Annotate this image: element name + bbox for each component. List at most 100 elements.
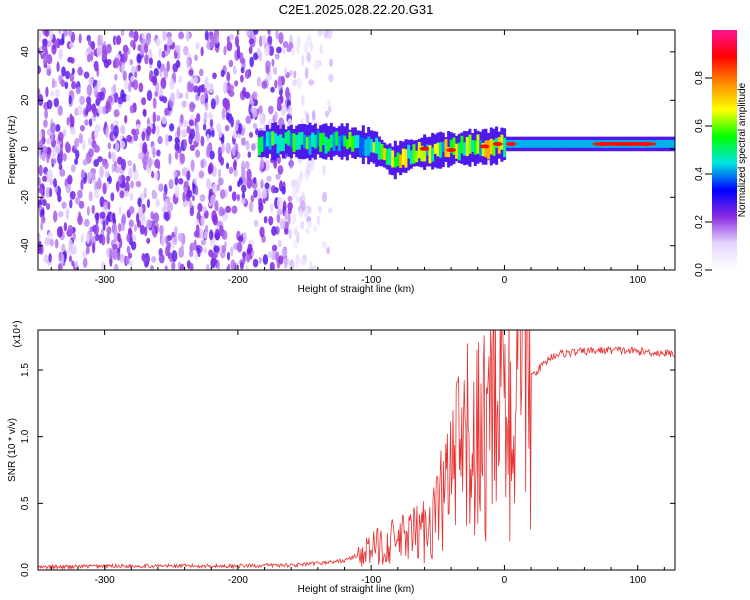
spectral-noise-mark — [191, 195, 195, 202]
spectral-noise-mark — [151, 226, 156, 236]
spectral-noise-mark — [95, 213, 99, 225]
spectral-noise-mark — [70, 115, 75, 128]
ridge-core — [361, 138, 365, 156]
spectral-noise-mark — [60, 79, 66, 87]
spectral-noise-mark — [146, 89, 153, 102]
spectral-noise-mark — [259, 226, 265, 238]
ridge-core — [369, 139, 373, 153]
spectral-noise-mark — [88, 148, 94, 158]
spectral-noise-mark — [174, 226, 178, 237]
spectral-noise-mark — [228, 34, 235, 41]
x-tick-label: 100 — [629, 575, 646, 586]
spectral-noise-mark — [220, 69, 225, 78]
spectral-noise-mark — [49, 187, 53, 198]
ridge-core — [471, 140, 475, 152]
x-tick-label: -100 — [361, 575, 381, 586]
spectral-noise-mark — [65, 70, 71, 80]
spectral-noise-mark — [206, 263, 210, 270]
spectral-noise-mark — [241, 137, 246, 146]
spectral-noise-mark — [172, 63, 179, 73]
spectral-noise-mark — [118, 206, 122, 216]
spectral-noise-mark — [51, 77, 56, 89]
spectral-noise-mark — [278, 32, 284, 44]
spectral-noise-mark — [132, 162, 136, 173]
spectral-noise-mark — [72, 244, 77, 255]
spectral-noise-mark — [194, 54, 198, 62]
spectral-noise-mark — [116, 251, 121, 261]
spectral-noise-mark — [136, 53, 141, 63]
spectral-noise-mark — [186, 170, 191, 181]
spectral-noise-mark — [153, 68, 159, 77]
spectral-noise-mark — [181, 167, 188, 177]
ridge-core — [559, 140, 563, 148]
spectral-noise-mark — [245, 115, 252, 125]
spectral-noise-mark — [305, 113, 310, 124]
spectral-noise-mark — [165, 133, 169, 143]
spectral-noise-mark — [246, 30, 252, 37]
spectral-noise-mark — [197, 85, 204, 93]
spectral-noise-mark — [186, 125, 191, 134]
colorbar-gradient — [712, 30, 737, 270]
spectral-noise-mark — [58, 253, 62, 262]
ridge-core — [527, 140, 531, 148]
spectral-noise-mark — [237, 235, 244, 242]
spectral-noise-mark — [143, 43, 149, 54]
spectral-noise-mark — [200, 135, 205, 147]
spectral-noise-mark — [99, 211, 106, 219]
spectral-noise-mark — [296, 177, 302, 187]
spectral-noise-mark — [41, 215, 46, 224]
spectral-noise-mark — [256, 47, 261, 56]
ridge-core — [423, 148, 427, 162]
spectral-noise-mark — [49, 179, 53, 186]
spectral-noise-mark — [188, 69, 194, 76]
spectral-noise-mark — [44, 109, 49, 119]
spectral-noise-mark — [177, 178, 184, 185]
spectral-noise-mark — [142, 141, 148, 154]
spectral-noise-mark — [139, 48, 145, 56]
spectral-noise-mark — [130, 180, 134, 189]
spectral-noise-mark — [305, 227, 310, 235]
spectral-noise-mark — [141, 97, 147, 106]
spectral-noise-mark — [276, 208, 283, 216]
ridge-core — [303, 134, 307, 149]
spectral-noise-mark — [47, 168, 53, 181]
spectral-noise-mark — [115, 180, 120, 192]
spectral-noise-mark — [71, 260, 75, 267]
spectral-noise-mark — [93, 159, 99, 168]
spectral-noise-mark — [86, 96, 92, 105]
snr-y-ticks: 0.0 0.5 1.0 1.5 — [20, 363, 675, 577]
ridge-core — [321, 132, 325, 146]
spectral-noise-mark — [233, 65, 237, 75]
ridge-hotspot — [492, 141, 503, 146]
spectral-noise-mark — [267, 105, 274, 115]
spectral-noise-mark — [69, 199, 73, 209]
spectral-noise-mark — [179, 263, 185, 270]
spectral-noise-mark — [222, 230, 228, 241]
spectrogram-x-label: Height of straight line (km) — [298, 284, 415, 295]
spectral-noise-mark — [236, 193, 240, 202]
spectral-noise-mark — [295, 258, 299, 269]
ridge-core — [313, 134, 317, 149]
spectral-noise-mark — [38, 139, 44, 151]
spectral-noise-mark — [65, 208, 70, 220]
ridge-core — [479, 140, 483, 156]
spectral-noise-mark — [137, 44, 142, 52]
spectral-noise-mark — [142, 108, 147, 116]
spectral-noise-mark — [230, 259, 236, 270]
spectral-noise-mark — [211, 130, 215, 138]
spectral-noise-mark — [57, 131, 64, 142]
ridge-core — [447, 147, 451, 158]
spectral-noise-mark — [166, 31, 172, 39]
spectral-noise-mark — [158, 47, 162, 58]
spectral-noise-mark — [40, 221, 44, 231]
spectral-noise-mark — [247, 243, 253, 254]
spectral-noise-mark — [93, 224, 98, 235]
spectral-noise-mark — [119, 253, 126, 263]
ridge-core — [537, 140, 541, 148]
ridge-hotspot — [479, 144, 490, 149]
spectral-noise-mark — [129, 30, 134, 37]
spectral-noise-mark — [158, 183, 164, 192]
spectral-noise-mark — [183, 180, 189, 189]
spectral-noise-mark — [57, 210, 64, 218]
spectral-noise-mark — [63, 222, 68, 232]
